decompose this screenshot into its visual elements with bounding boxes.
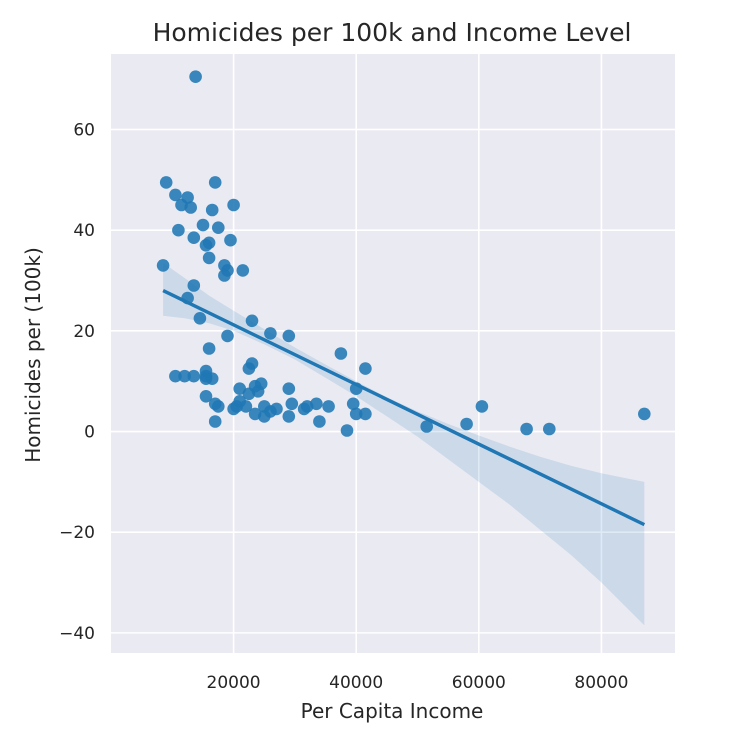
data-point bbox=[218, 269, 231, 282]
data-point bbox=[227, 402, 240, 416]
data-point bbox=[205, 203, 219, 217]
data-point bbox=[221, 329, 234, 343]
data-point bbox=[258, 410, 271, 423]
data-point bbox=[196, 218, 210, 232]
data-point bbox=[264, 327, 277, 340]
plot-area: 20000 40000 60000 80000 −40 −20 0 20 40 60 bbox=[59, 54, 675, 693]
data-point bbox=[322, 400, 335, 413]
data-point bbox=[242, 362, 256, 375]
data-point bbox=[193, 312, 207, 325]
data-point bbox=[310, 397, 323, 411]
x-tick-label: 60000 bbox=[452, 673, 506, 693]
data-point bbox=[224, 233, 237, 247]
regression-line bbox=[162, 289, 646, 527]
x-tick-label: 40000 bbox=[329, 673, 383, 693]
data-point bbox=[282, 382, 296, 396]
data-point bbox=[187, 279, 201, 292]
data-point bbox=[346, 397, 360, 411]
data-point bbox=[159, 176, 173, 189]
data-point bbox=[187, 231, 201, 244]
data-point bbox=[340, 424, 354, 437]
data-point bbox=[285, 397, 299, 411]
data-point bbox=[208, 415, 222, 428]
data-point bbox=[236, 264, 250, 277]
data-point bbox=[245, 314, 259, 328]
data-point bbox=[349, 407, 363, 421]
data-point bbox=[475, 400, 489, 413]
plot-background bbox=[111, 54, 675, 653]
data-point bbox=[460, 417, 473, 431]
data-point bbox=[543, 422, 556, 436]
data-point bbox=[282, 410, 296, 423]
data-point bbox=[187, 369, 201, 383]
x-tick-label: 80000 bbox=[574, 673, 628, 693]
y-tick-label: 60 bbox=[73, 121, 95, 141]
confidence-band bbox=[163, 262, 645, 626]
y-tick-label: 20 bbox=[73, 322, 95, 342]
data-point bbox=[212, 221, 225, 234]
data-point bbox=[313, 415, 326, 428]
data-point bbox=[420, 420, 434, 433]
data-point bbox=[169, 369, 182, 383]
data-point bbox=[359, 362, 372, 375]
data-point bbox=[189, 70, 202, 83]
data-point bbox=[172, 223, 185, 237]
data-point bbox=[202, 236, 216, 250]
data-point bbox=[233, 382, 246, 396]
data-point bbox=[239, 400, 253, 413]
x-tick-label: 20000 bbox=[207, 673, 261, 693]
data-point bbox=[242, 387, 256, 401]
y-axis-label: Homicides per (100k) bbox=[21, 247, 45, 463]
y-tick-label: −40 bbox=[59, 624, 95, 644]
x-axis-label: Per Capita Income bbox=[301, 699, 484, 723]
data-point bbox=[520, 422, 533, 436]
data-point bbox=[184, 201, 197, 214]
data-point bbox=[199, 390, 213, 403]
data-point bbox=[202, 342, 216, 355]
data-point bbox=[282, 329, 296, 343]
data-point bbox=[359, 407, 372, 421]
data-point bbox=[227, 198, 240, 212]
data-point bbox=[178, 369, 191, 383]
data-point bbox=[297, 402, 311, 416]
data-point bbox=[205, 372, 219, 386]
data-point bbox=[202, 251, 216, 265]
chart-title: Homicides per 100k and Income Level bbox=[153, 18, 632, 47]
data-point bbox=[156, 259, 170, 272]
data-point bbox=[212, 400, 225, 413]
data-point bbox=[334, 347, 348, 360]
y-tick-label: −20 bbox=[59, 523, 95, 543]
y-tick-label: 40 bbox=[73, 221, 95, 241]
y-tick-label: 0 bbox=[84, 423, 95, 443]
data-point bbox=[169, 188, 182, 202]
data-point bbox=[638, 407, 651, 421]
data-point bbox=[208, 176, 222, 189]
